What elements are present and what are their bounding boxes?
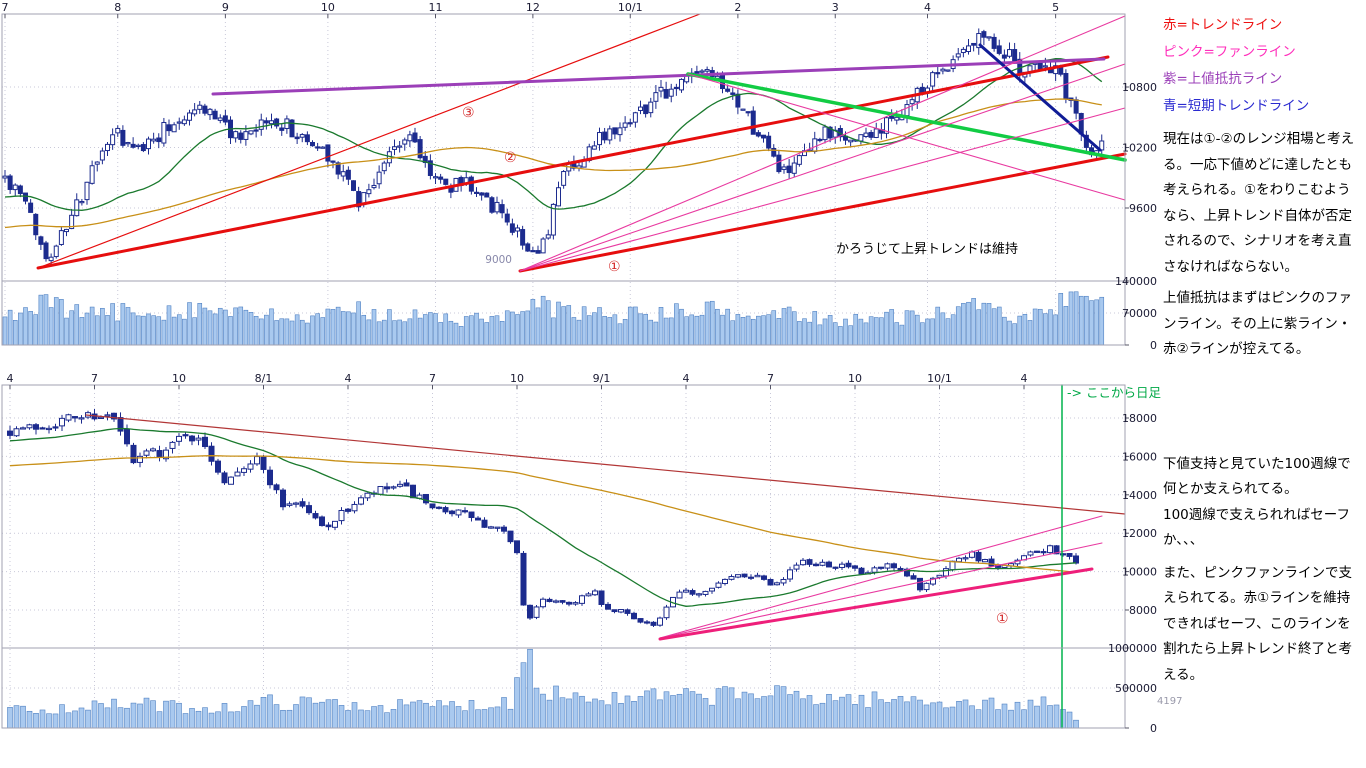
svg-text:9600: 9600 xyxy=(1129,202,1157,215)
legend-trendline-red: 赤=トレンドライン xyxy=(1163,17,1283,33)
svg-text:0: 0 xyxy=(1150,339,1157,352)
svg-text:10/1: 10/1 xyxy=(618,1,643,14)
note-100week-support: 下値支持と見ていた100週線で何とか支えられてる。 100週線で支えられればセー… xyxy=(1163,455,1351,549)
red-trendline-1 xyxy=(518,152,1127,273)
label-9000: 9000 xyxy=(485,254,512,266)
svg-text:10800: 10800 xyxy=(1122,81,1157,94)
svg-text:11: 11 xyxy=(429,1,443,14)
volume-bars xyxy=(7,648,1079,729)
svg-text:4: 4 xyxy=(345,372,352,385)
annotations: -> ここから日足 ① 4197 xyxy=(996,385,1182,707)
green-trendline xyxy=(686,72,1127,162)
red-fanline-3 xyxy=(37,13,701,269)
svg-text:4: 4 xyxy=(683,372,690,385)
trend-lines xyxy=(36,13,1127,273)
weekly-chart: 4 7 10 8/1 4 7 10 9/1 4 7 10 10/1 4 18000 16000 14000 12… xyxy=(1,372,1182,735)
pink-fanline-c xyxy=(519,107,1126,272)
note-upper-resistance: 上値抵抗はまずはピンクのファンライン。その上に紫ライン・赤②ラインが控えてる。 xyxy=(1163,290,1352,357)
pink-fanline-a xyxy=(519,15,1126,272)
label-fan-2: ② xyxy=(504,150,517,166)
candlesticks xyxy=(7,408,1079,628)
svg-text:7: 7 xyxy=(767,372,774,385)
svg-text:7: 7 xyxy=(2,1,9,14)
svg-text:140000: 140000 xyxy=(1115,275,1157,288)
red-trendline-2 xyxy=(36,55,1110,270)
moving-average-lines xyxy=(9,427,1077,607)
blue-short-trendline xyxy=(978,43,1102,152)
axes: 7 8 9 10 11 12 10/1 2 3 4 5 10800 10200 9600 140000 700… xyxy=(1,1,1157,352)
trend-lines xyxy=(85,384,1126,729)
svg-text:4: 4 xyxy=(1021,372,1028,385)
volume-value-label: 4197 xyxy=(1157,696,1182,707)
svg-text:10/1: 10/1 xyxy=(927,372,952,385)
label-daily-from-here: -> ここから日足 xyxy=(1067,385,1161,400)
svg-text:0: 0 xyxy=(1150,722,1157,735)
label-fan-1: ① xyxy=(608,259,621,275)
axes: 4 7 10 8/1 4 7 10 9/1 4 7 10 10/1 4 18000 16000 14000 12… xyxy=(1,372,1157,735)
svg-text:18000: 18000 xyxy=(1122,412,1157,425)
legend-short-trend-blue: 青=短期トレンドライン xyxy=(1163,98,1310,114)
svg-text:500000: 500000 xyxy=(1115,682,1157,695)
svg-text:7: 7 xyxy=(429,372,436,385)
svg-text:7: 7 xyxy=(91,372,98,385)
svg-text:1000000: 1000000 xyxy=(1108,642,1157,655)
svg-text:10: 10 xyxy=(321,1,335,14)
pink-fanline-b xyxy=(659,542,1103,639)
note-pink-fan-support: また、ピンクファンラインで支えられてる。赤①ラインを維持できればセーフ、このライ… xyxy=(1163,564,1352,683)
svg-text:9/1: 9/1 xyxy=(593,372,611,385)
svg-text:2: 2 xyxy=(734,1,741,14)
svg-text:10: 10 xyxy=(510,372,524,385)
note-range-scenario: 現在は①-②のレンジ相場と考える。一応下値めどに達したとも考えられる。①をわりこ… xyxy=(1163,131,1355,275)
volume-bars xyxy=(2,291,1105,346)
red-trendline-1-weekly xyxy=(658,567,1094,641)
svg-text:70000: 70000 xyxy=(1122,307,1157,320)
svg-text:12000: 12000 xyxy=(1122,527,1157,540)
analysis-notes: 赤=トレンドライン ピンク=ファンライン 紫=上値抵抗ライン 青=短期トレンドラ… xyxy=(1163,12,1362,688)
label-fan-3: ③ xyxy=(462,105,475,121)
note-uptrend-maintained: かろうじて上昇トレンドは維持 xyxy=(836,242,1018,257)
svg-text:16000: 16000 xyxy=(1122,450,1157,463)
purple-resistance-line xyxy=(211,57,1106,96)
legend-resistance-purple: 紫=上値抵抗ライン xyxy=(1163,71,1283,87)
svg-text:12: 12 xyxy=(526,1,540,14)
svg-text:9: 9 xyxy=(222,1,229,14)
svg-text:8: 8 xyxy=(114,1,121,14)
svg-text:4: 4 xyxy=(7,372,14,385)
svg-text:8000: 8000 xyxy=(1129,604,1157,617)
darkred-longterm-resistance xyxy=(85,414,1126,515)
pink-fanline-d xyxy=(687,73,1126,201)
svg-text:3: 3 xyxy=(832,1,839,14)
label-fan-1-weekly: ① xyxy=(996,611,1009,627)
pink-fanline-a xyxy=(659,515,1103,639)
daily-chart: 7 8 9 10 11 12 10/1 2 3 4 5 10800 10200 9600 140000 700… xyxy=(1,1,1157,352)
svg-text:10: 10 xyxy=(172,372,186,385)
legend-fanline-pink: ピンク=ファンライン xyxy=(1163,44,1296,60)
annotations: ③ ② ① 9000 かろうじて上昇トレンドは維持 xyxy=(462,105,1018,275)
svg-text:14000: 14000 xyxy=(1122,489,1157,502)
svg-text:10: 10 xyxy=(848,372,862,385)
svg-text:4: 4 xyxy=(924,1,931,14)
pink-fanline-b xyxy=(519,63,1126,272)
svg-text:8/1: 8/1 xyxy=(255,372,273,385)
svg-text:10000: 10000 xyxy=(1122,566,1157,579)
line-legend: 赤=トレンドライン ピンク=ファンライン 紫=上値抵抗ライン 青=短期トレンドラ… xyxy=(1163,12,1362,120)
candlesticks xyxy=(2,28,1105,265)
moving-average-lines xyxy=(4,58,1103,229)
svg-text:10200: 10200 xyxy=(1122,142,1157,155)
svg-text:5: 5 xyxy=(1052,1,1059,14)
